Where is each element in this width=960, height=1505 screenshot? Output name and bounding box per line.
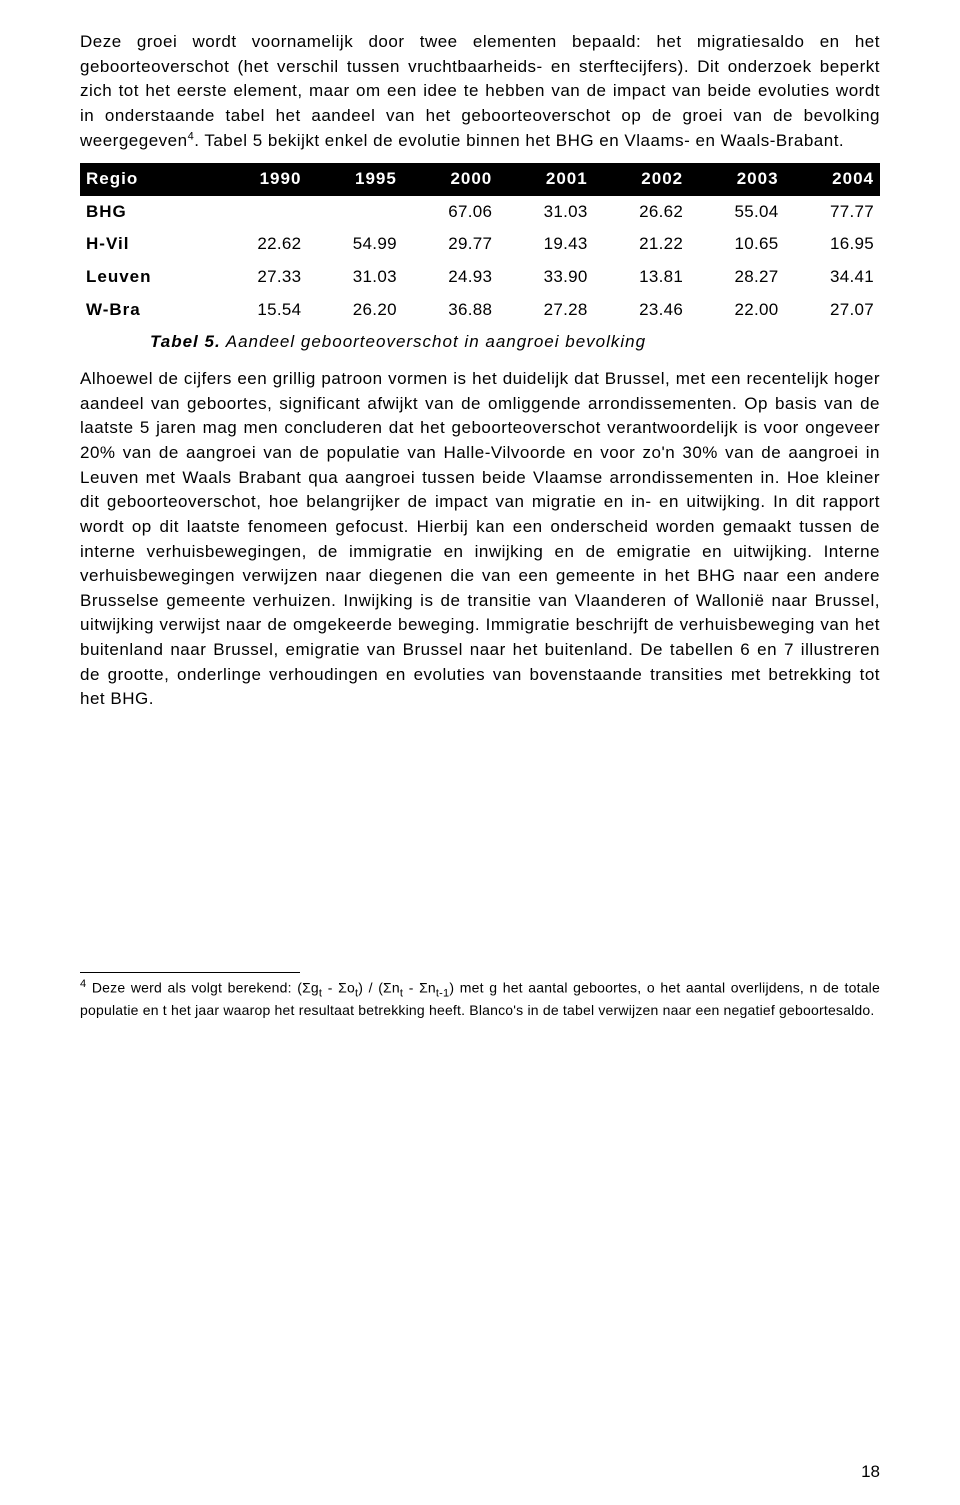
caption-rest: Aandeel geboorteoverschot in aangroei be… [221, 332, 646, 351]
col-header-region: Regio [80, 163, 212, 196]
cell-value [307, 196, 402, 229]
footnote-separator [80, 972, 300, 973]
cell-value: 19.43 [498, 228, 593, 261]
cell-value: 27.33 [212, 261, 307, 294]
cell-value: 33.90 [498, 261, 593, 294]
cell-value: 13.81 [594, 261, 689, 294]
cell-value [212, 196, 307, 229]
cell-value: 26.62 [594, 196, 689, 229]
col-header-year: 1995 [307, 163, 402, 196]
cell-value: 77.77 [785, 196, 880, 229]
fn-a: Deze werd als volgt berekend: (Σg [86, 980, 319, 996]
intro-paragraph: Deze groei wordt voornamelijk door twee … [80, 30, 880, 153]
fn-c: ) / (Σn [358, 980, 400, 996]
cell-region: H-Vil [80, 228, 212, 261]
cell-value: 23.46 [594, 294, 689, 327]
caption-bold: Tabel 5. [150, 332, 221, 351]
cell-value: 34.41 [785, 261, 880, 294]
cell-region: BHG [80, 196, 212, 229]
cell-value: 31.03 [307, 261, 402, 294]
cell-value: 27.28 [498, 294, 593, 327]
page-number: 18 [861, 1460, 880, 1485]
col-header-year: 2004 [785, 163, 880, 196]
table-caption: Tabel 5. Aandeel geboorteoverschot in aa… [150, 330, 880, 355]
cell-value: 24.93 [403, 261, 498, 294]
cell-value: 27.07 [785, 294, 880, 327]
cell-value: 15.54 [212, 294, 307, 327]
table-row: BHG 67.0631.0326.6255.0477.77 [80, 196, 880, 229]
cell-value: 16.95 [785, 228, 880, 261]
para1b-text: . Tabel 5 bekijkt enkel de evolutie binn… [194, 131, 844, 150]
col-header-year: 2002 [594, 163, 689, 196]
cell-value: 10.65 [689, 228, 784, 261]
table-body: BHG67.0631.0326.6255.0477.77H-Vil22.6254… [80, 196, 880, 327]
col-header-year: 1990 [212, 163, 307, 196]
col-header-year: 2001 [498, 163, 593, 196]
cell-value: 22.62 [212, 228, 307, 261]
table-header-row: Regio1990199520002001200220032004 [80, 163, 880, 196]
page: Deze groei wordt voornamelijk door twee … [0, 0, 960, 1505]
cell-value: 55.04 [689, 196, 784, 229]
table-5: Regio1990199520002001200220032004 BHG 67.… [80, 163, 880, 326]
cell-value: 31.03 [498, 196, 593, 229]
cell-value: 36.88 [403, 294, 498, 327]
col-header-year: 2003 [689, 163, 784, 196]
cell-value: 28.27 [689, 261, 784, 294]
cell-region: W-Bra [80, 294, 212, 327]
fn-b: - Σo [322, 980, 355, 996]
cell-value: 21.22 [594, 228, 689, 261]
sub-t1: t-1 [436, 987, 449, 999]
fn-d: - Σn [403, 980, 436, 996]
footnote: 4 Deze werd als volgt berekend: (Σgt - Σ… [80, 977, 880, 1020]
cell-value: 54.99 [307, 228, 402, 261]
cell-value: 67.06 [403, 196, 498, 229]
cell-value: 26.20 [307, 294, 402, 327]
table-row: W-Bra15.5426.2036.8827.2823.4622.0027.07 [80, 294, 880, 327]
cell-value: 29.77 [403, 228, 498, 261]
table-row: Leuven27.3331.0324.9333.9013.8128.2734.4… [80, 261, 880, 294]
table-row: H-Vil22.6254.9929.7719.4321.2210.6516.95 [80, 228, 880, 261]
table-head: Regio1990199520002001200220032004 [80, 163, 880, 196]
cell-value: 22.00 [689, 294, 784, 327]
body-paragraph: Alhoewel de cijfers een grillig patroon … [80, 367, 880, 712]
col-header-year: 2000 [403, 163, 498, 196]
cell-region: Leuven [80, 261, 212, 294]
